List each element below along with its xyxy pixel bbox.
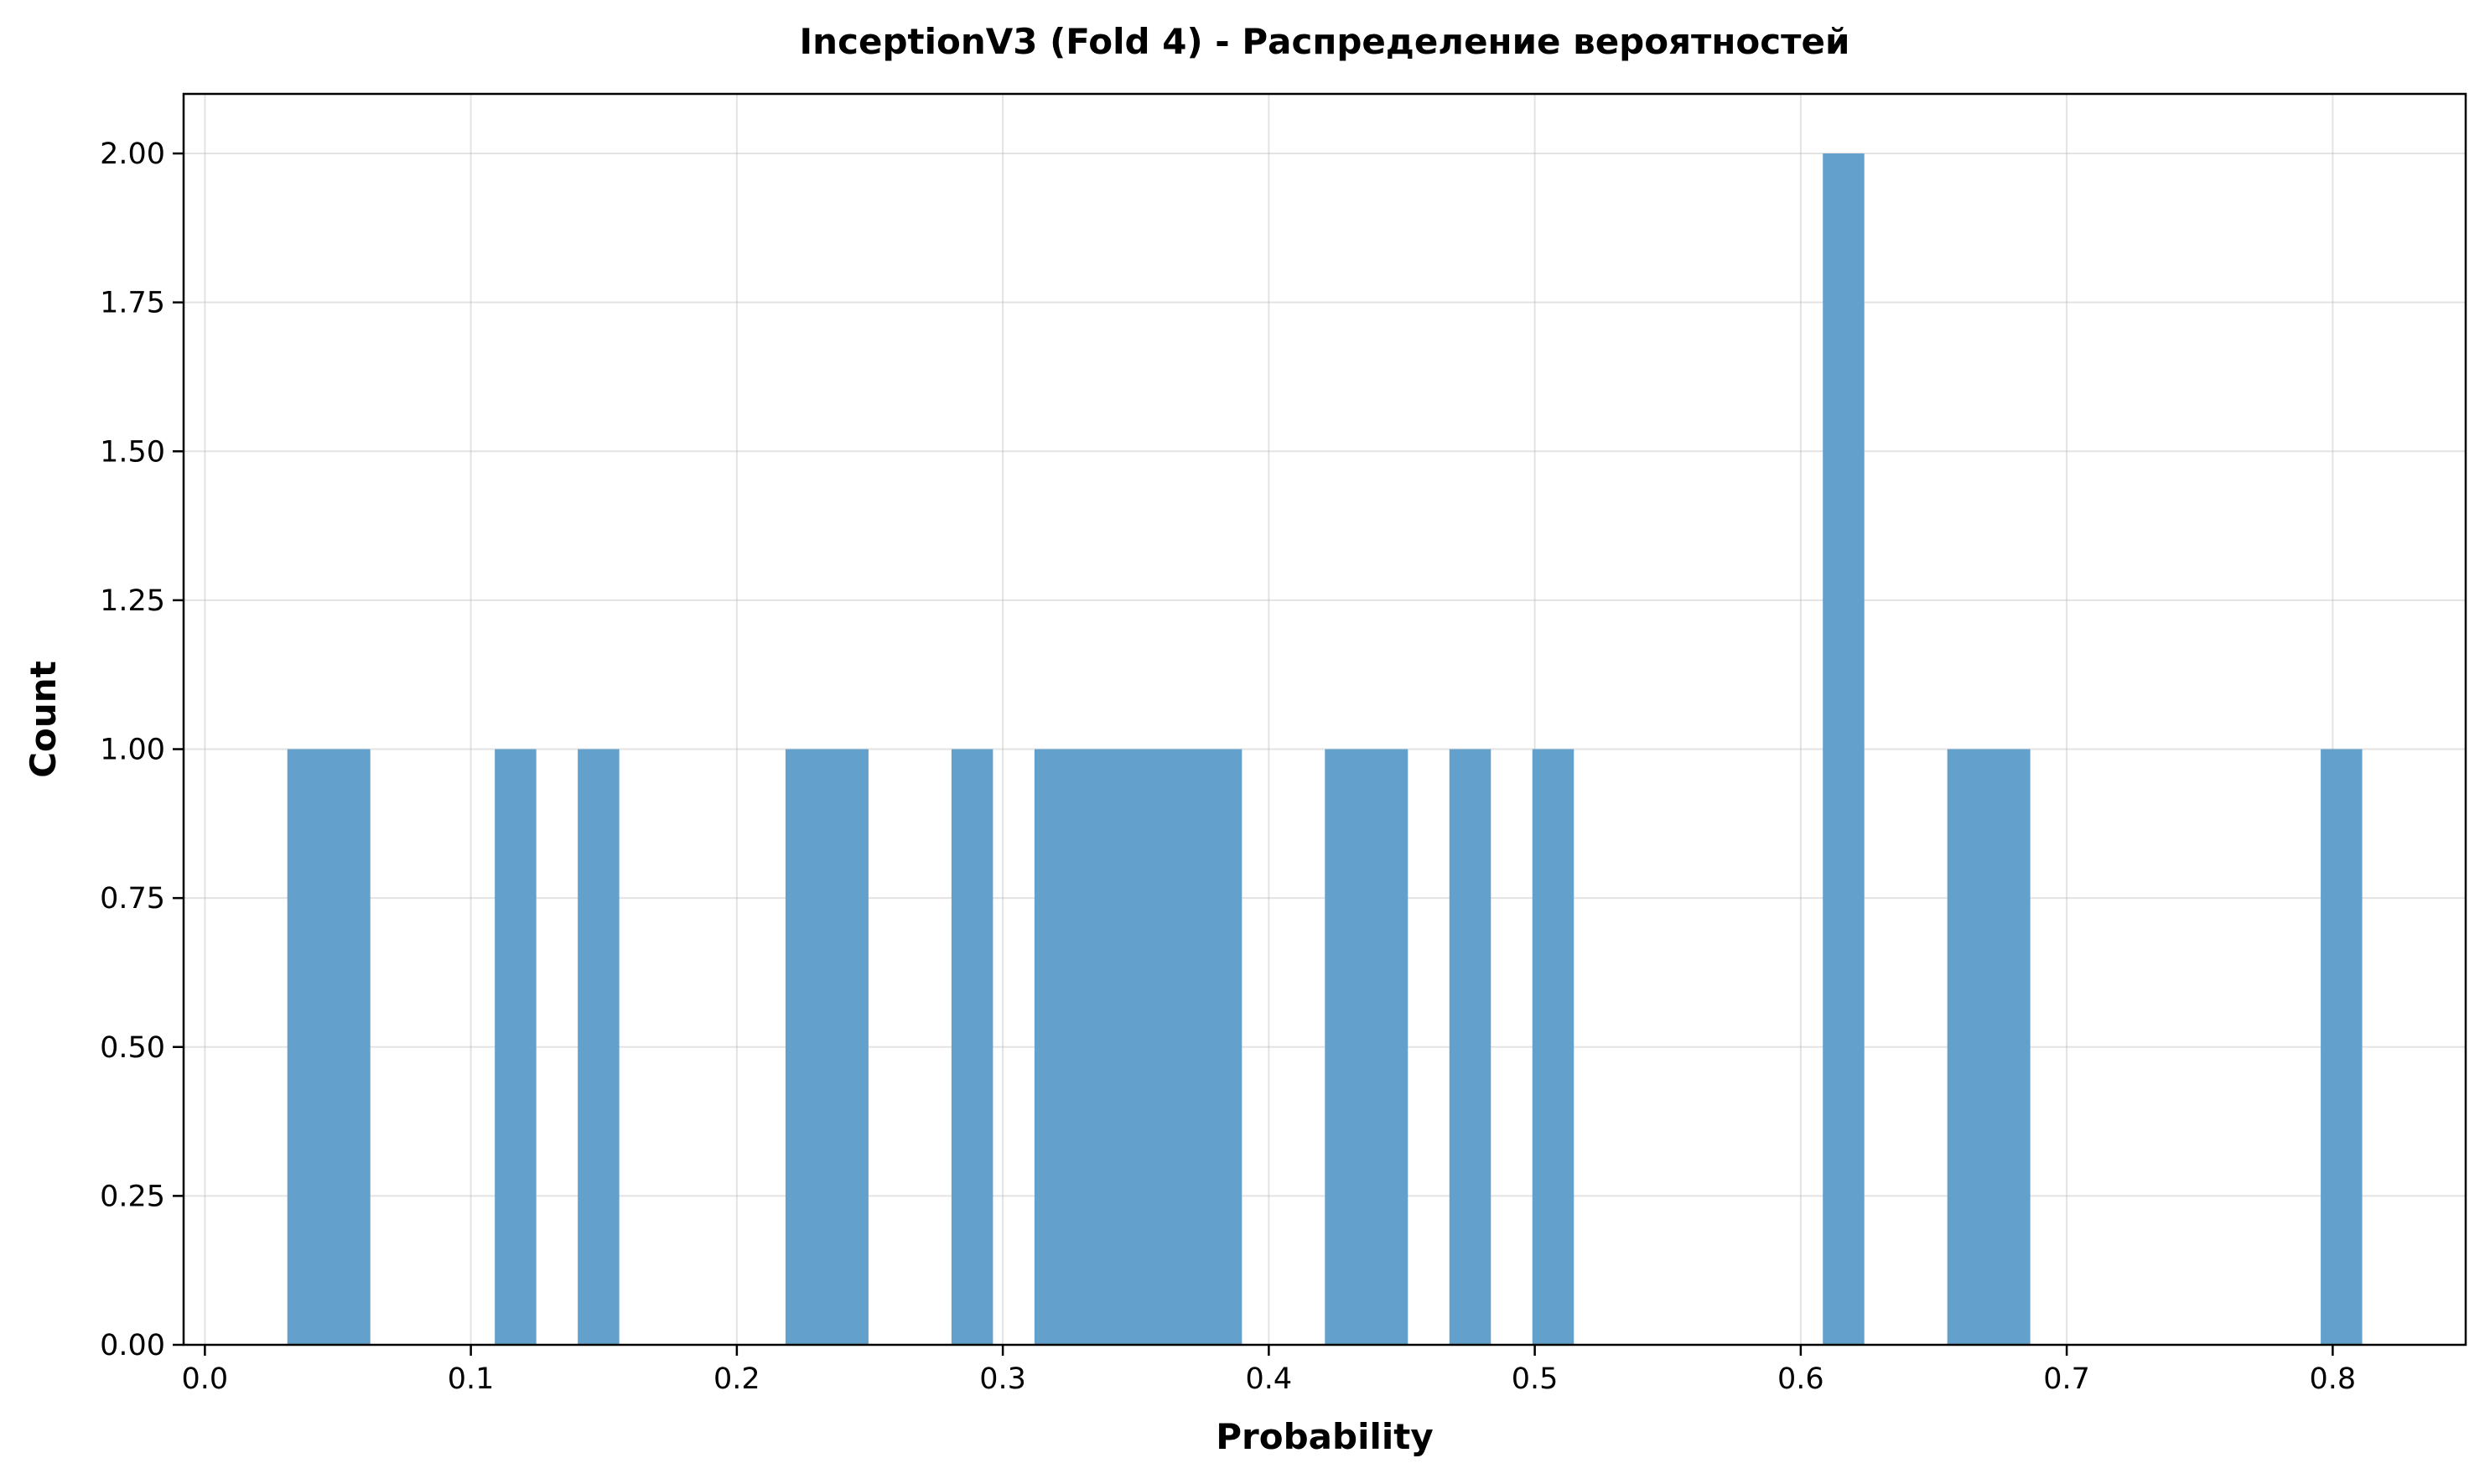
y-tick-label: 1.50 <box>100 435 165 469</box>
x-tick-label: 0.6 <box>1777 1362 1824 1396</box>
x-axis-label: Probability <box>1216 1416 1433 1457</box>
histogram-bar <box>495 749 537 1345</box>
y-tick-label: 0.00 <box>100 1329 165 1362</box>
y-tick-label: 2.00 <box>100 138 165 171</box>
y-tick-label: 0.25 <box>100 1180 165 1213</box>
y-tick-label: 1.75 <box>100 287 165 320</box>
x-tick-label: 0.3 <box>979 1362 1026 1396</box>
histogram-bar <box>578 749 620 1345</box>
histogram-bar <box>951 749 993 1345</box>
histogram-bar <box>1532 749 1574 1345</box>
x-tick-label: 0.8 <box>2310 1362 2357 1396</box>
y-tick-label: 0.75 <box>100 882 165 916</box>
x-tick-label: 0.0 <box>182 1362 229 1396</box>
y-axis-label: Count <box>23 661 64 778</box>
y-tick-label: 1.00 <box>100 734 165 767</box>
grid <box>184 94 2466 1346</box>
histogram-bar <box>1449 749 1491 1345</box>
y-tick-label: 1.25 <box>100 584 165 618</box>
ticks: 0.0 0.1 0.2 0.3 0.4 0.5 0.6 0.7 0.8 0.00 0.25 0.50 0… <box>100 138 2356 1396</box>
chart-title: InceptionV3 (Fold 4) - Распределение вер… <box>800 21 1850 62</box>
histogram-bar <box>1947 749 2031 1345</box>
histogram-bar <box>287 749 371 1345</box>
x-tick-label: 0.1 <box>448 1362 495 1396</box>
histogram-bar <box>785 749 869 1345</box>
histogram-bar <box>2321 749 2363 1345</box>
y-tick-label: 0.50 <box>100 1031 165 1065</box>
plot-frame <box>182 92 2467 1346</box>
x-tick-label: 0.5 <box>1512 1362 1559 1396</box>
x-tick-label: 0.7 <box>2043 1362 2090 1396</box>
histogram-bar <box>1325 749 1408 1345</box>
histogram-bar <box>1034 749 1242 1345</box>
x-tick-label: 0.4 <box>1246 1362 1293 1396</box>
x-tick-label: 0.2 <box>713 1362 760 1396</box>
histogram-bar <box>1823 153 1865 1346</box>
bars <box>287 153 2363 1346</box>
